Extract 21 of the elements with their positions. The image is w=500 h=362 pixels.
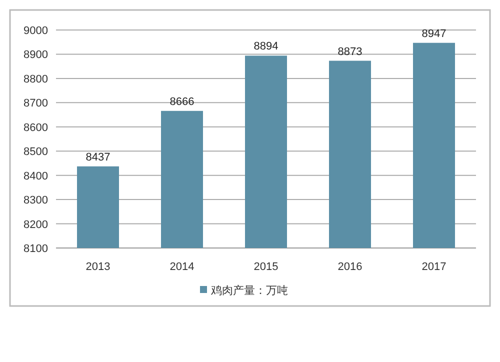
x-tick-label: 2013 xyxy=(86,261,110,273)
data-label: 8666 xyxy=(170,96,194,108)
y-tick-label: 8500 xyxy=(24,146,48,158)
x-tick-label: 2016 xyxy=(338,261,362,273)
data-label: 8437 xyxy=(86,151,110,164)
data-label: 8894 xyxy=(254,40,278,53)
legend-label: 鸡肉产量：万吨 xyxy=(210,284,288,297)
y-tick-label: 8200 xyxy=(24,218,48,231)
y-tick-label: 8600 xyxy=(24,122,48,134)
y-tick-label: 8100 xyxy=(24,243,48,255)
x-tick-label: 2015 xyxy=(254,261,278,273)
y-tick-label: 9000 xyxy=(24,25,48,37)
y-tick-label: 8900 xyxy=(24,49,48,62)
y-tick-label: 8400 xyxy=(24,170,48,182)
y-tick-label: 8800 xyxy=(24,73,48,86)
x-tick-label: 2017 xyxy=(422,261,446,273)
data-label: 8947 xyxy=(422,28,446,40)
x-tick-label: 2014 xyxy=(170,261,194,273)
data-label: 8873 xyxy=(338,46,362,58)
y-tick-label: 8300 xyxy=(24,194,48,207)
y-tick-label: 8700 xyxy=(24,98,48,110)
